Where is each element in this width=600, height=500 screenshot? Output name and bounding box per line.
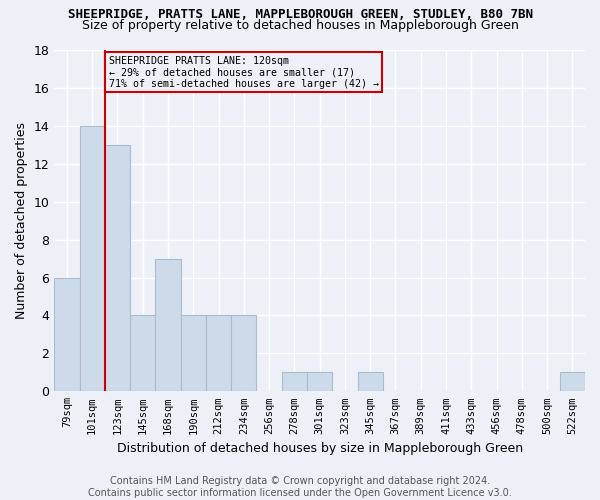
Text: Contains HM Land Registry data © Crown copyright and database right 2024.
Contai: Contains HM Land Registry data © Crown c… — [88, 476, 512, 498]
Bar — [181, 316, 206, 392]
X-axis label: Distribution of detached houses by size in Mappleborough Green: Distribution of detached houses by size … — [116, 442, 523, 455]
Bar — [560, 372, 585, 392]
Y-axis label: Number of detached properties: Number of detached properties — [15, 122, 28, 319]
Bar — [231, 316, 256, 392]
Bar — [105, 145, 130, 392]
Bar — [155, 258, 181, 392]
Text: Size of property relative to detached houses in Mappleborough Green: Size of property relative to detached ho… — [82, 19, 518, 32]
Bar — [130, 316, 155, 392]
Bar — [282, 372, 307, 392]
Bar — [80, 126, 105, 392]
Bar — [206, 316, 231, 392]
Bar — [54, 278, 80, 392]
Text: SHEEPRIDGE PRATTS LANE: 120sqm
← 29% of detached houses are smaller (17)
71% of : SHEEPRIDGE PRATTS LANE: 120sqm ← 29% of … — [109, 56, 379, 89]
Text: SHEEPRIDGE, PRATTS LANE, MAPPLEBOROUGH GREEN, STUDLEY, B80 7BN: SHEEPRIDGE, PRATTS LANE, MAPPLEBOROUGH G… — [67, 8, 533, 21]
Bar — [358, 372, 383, 392]
Bar — [307, 372, 332, 392]
